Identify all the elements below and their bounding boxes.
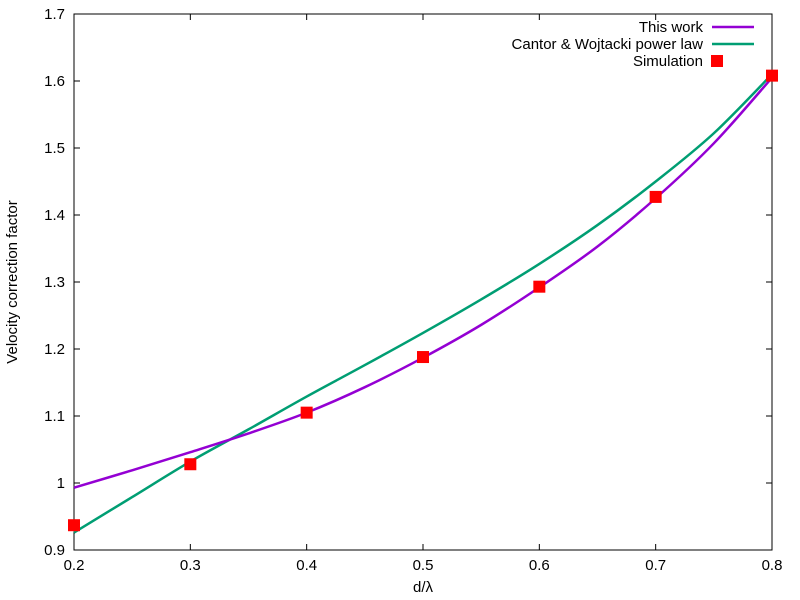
simulation-point <box>649 190 662 203</box>
simulation-point <box>68 519 80 532</box>
series-layer <box>68 69 778 534</box>
y-tick-label: 1.4 <box>44 207 65 224</box>
y-tick-label: 1 <box>57 475 65 492</box>
x-axis-label: d/λ <box>413 579 434 596</box>
y-axis: 0.9 1 1.1 1.2 1.3 1.4 1.5 1.6 1.7 <box>44 6 772 559</box>
y-tick-label: 1.7 <box>44 6 65 23</box>
y-axis-label: Velocity correction factor <box>4 200 21 363</box>
simulation-point <box>766 69 778 82</box>
x-tick-label: 0.3 <box>180 557 201 574</box>
x-tick-label: 0.5 <box>413 557 434 574</box>
legend-label: Simulation <box>633 53 703 70</box>
simulation-point <box>417 351 429 364</box>
x-tick-label: 0.7 <box>645 557 666 574</box>
legend-label: Cantor & Wojtacki power law <box>512 36 704 53</box>
x-tick-label: 0.8 <box>762 557 783 574</box>
simulation-point <box>300 406 313 419</box>
series-line-this-work <box>73 76 773 489</box>
x-tick-label: 0.2 <box>64 557 85 574</box>
x-axis: 0.2 0.3 0.4 0.5 0.6 0.7 0.8 <box>64 14 783 574</box>
series-line-cantor-wojtacki <box>73 73 773 534</box>
y-tick-label: 0.9 <box>44 542 65 559</box>
x-tick-label: 0.4 <box>296 557 317 574</box>
legend-label: This work <box>639 19 704 36</box>
y-tick-label: 1.1 <box>44 408 65 425</box>
x-tick-label: 0.6 <box>529 557 550 574</box>
legend-swatch-square <box>711 55 723 67</box>
y-tick-label: 1.5 <box>44 140 65 157</box>
y-tick-label: 1.3 <box>44 274 65 291</box>
simulation-point <box>184 458 197 471</box>
y-tick-label: 1.6 <box>44 73 65 90</box>
simulation-point <box>533 280 546 293</box>
y-tick-label: 1.2 <box>44 341 65 358</box>
